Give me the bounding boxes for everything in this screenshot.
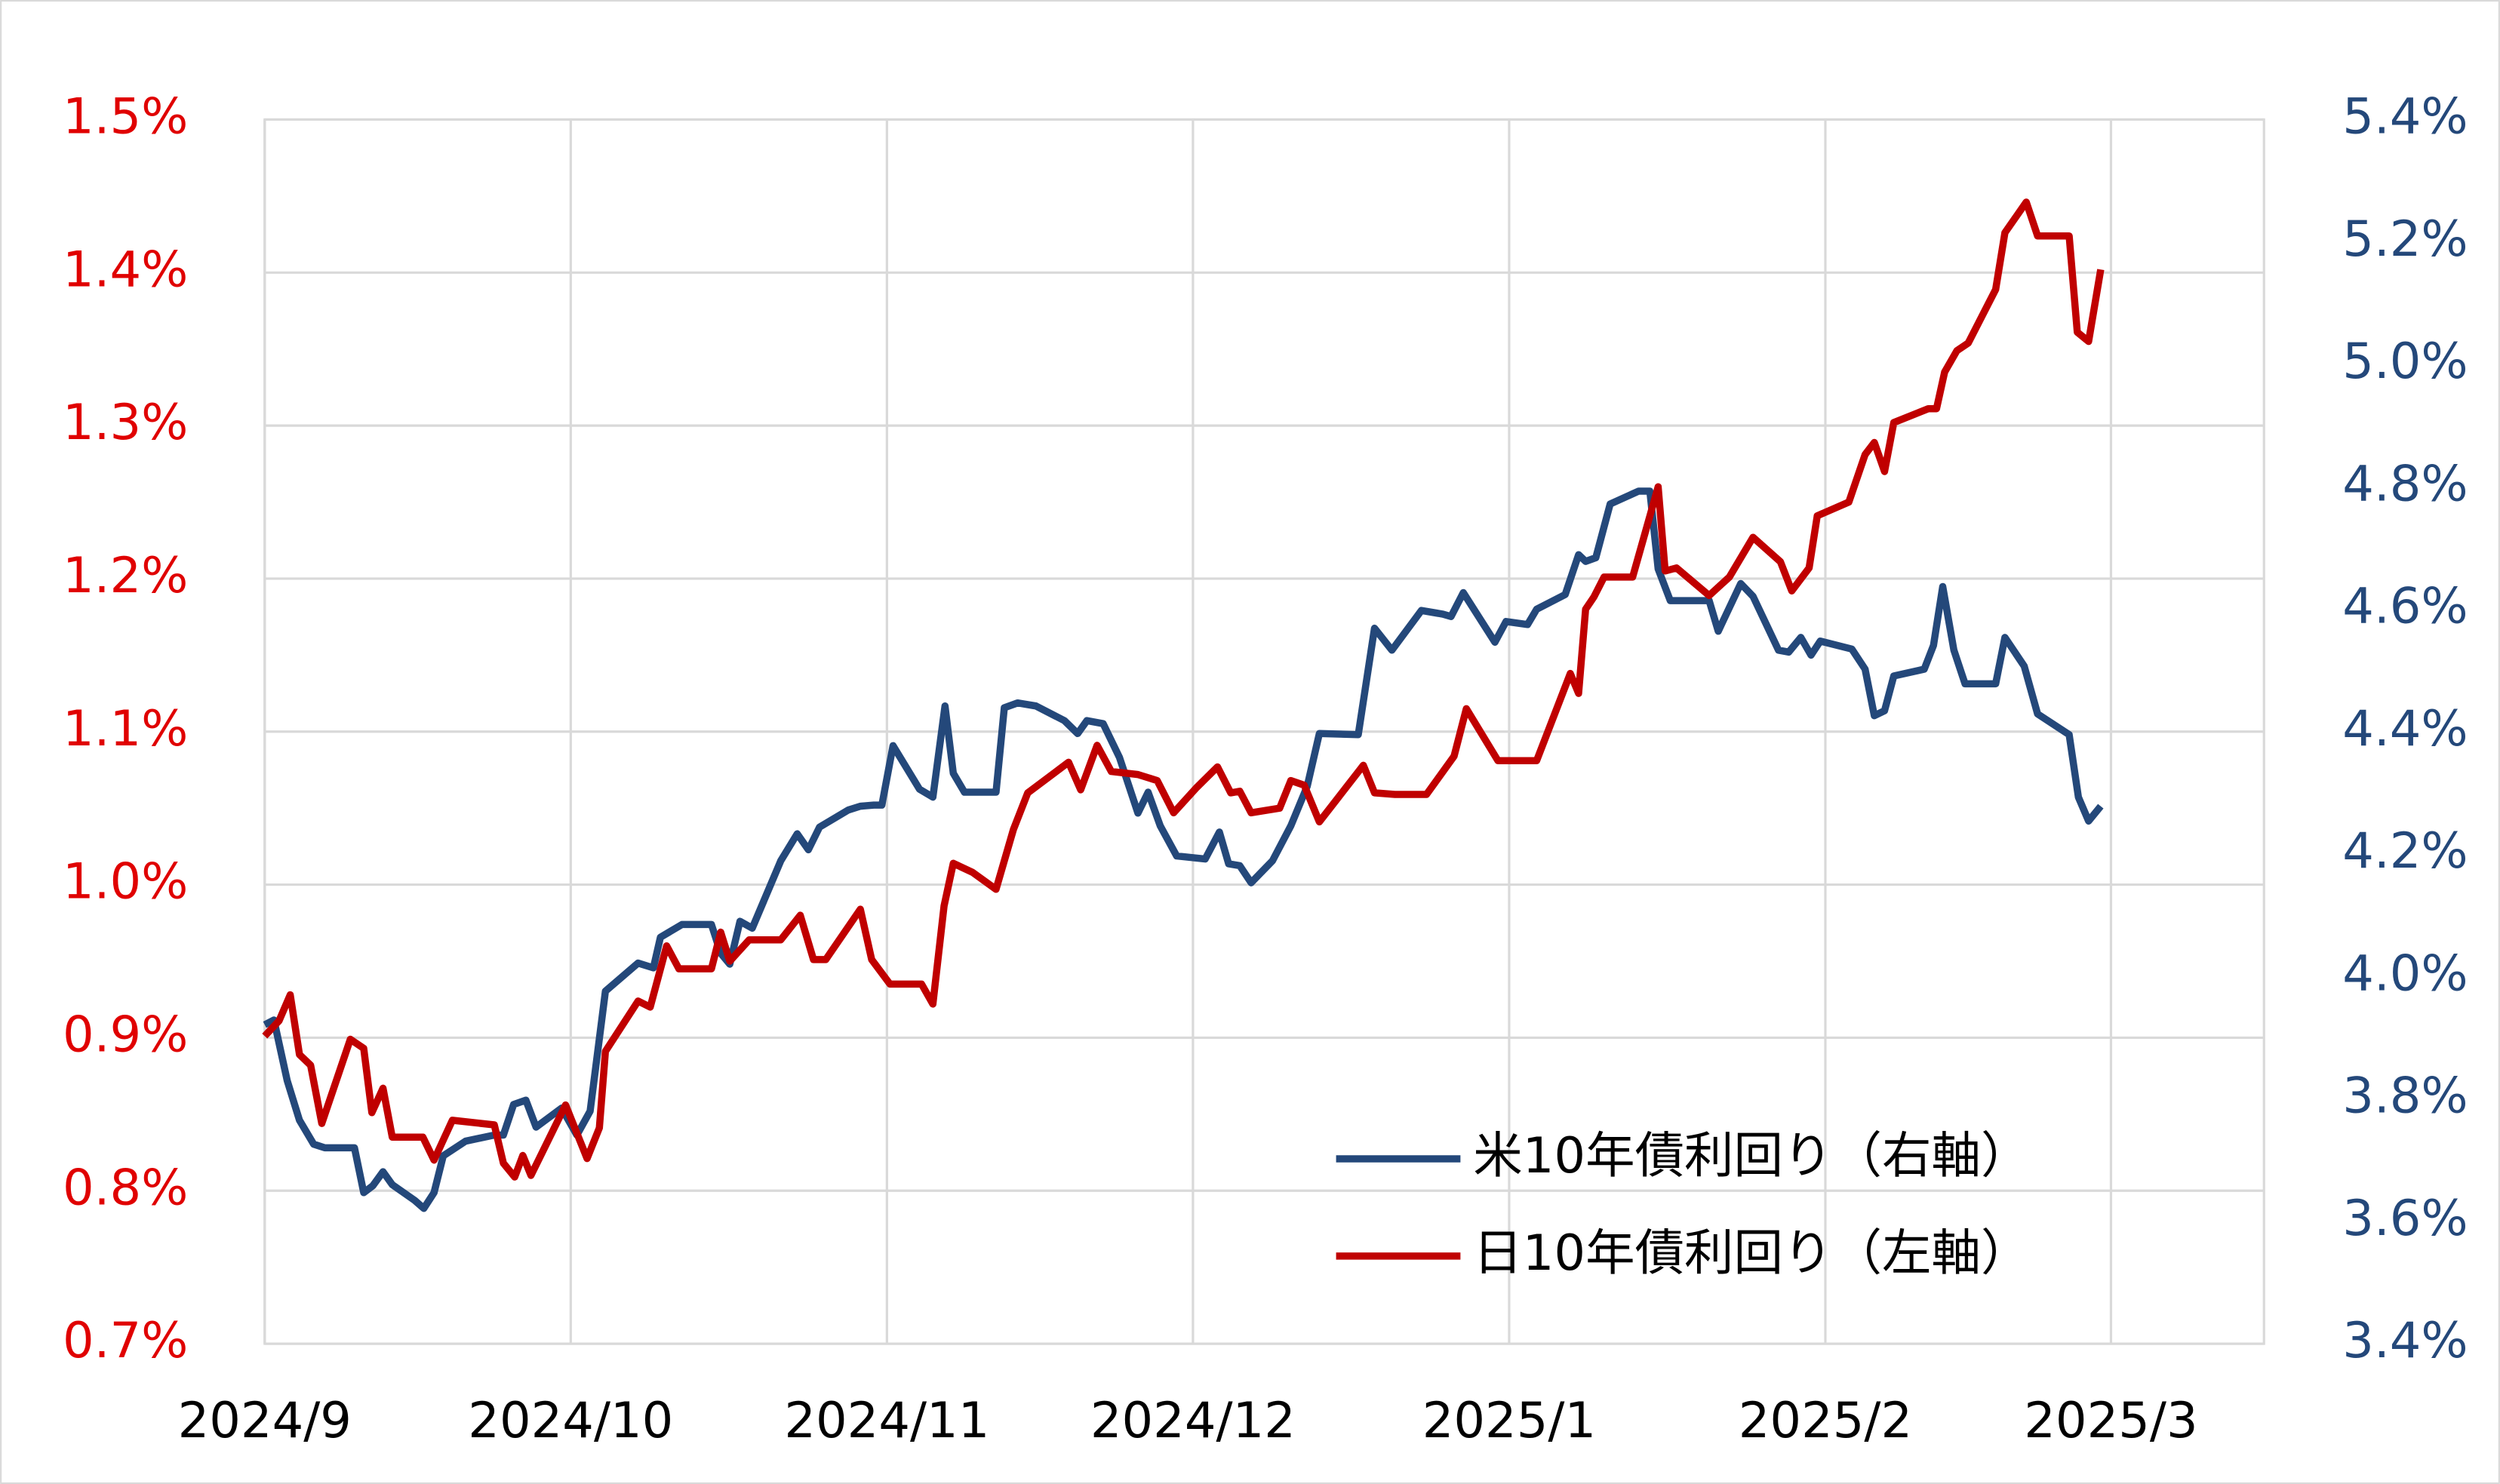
legend-label: 米10年債利回り（右軸） <box>1473 1127 2030 1184</box>
y-tick-label: 1.0% <box>63 853 188 911</box>
y-tick-label: 1.4% <box>63 241 188 298</box>
legend-label: 日10年債利回り（左軸） <box>1473 1224 2030 1282</box>
x-tick-label: 2024/12 <box>1090 1392 1296 1449</box>
x-tick-label: 2024/10 <box>468 1392 673 1449</box>
x-tick-label: 2025/2 <box>1739 1392 1912 1449</box>
y-tick-label: 0.9% <box>63 1006 188 1063</box>
y-tick-label: 1.2% <box>63 547 188 604</box>
x-tick-label: 2024/11 <box>784 1392 989 1449</box>
y-tick-label: 0.8% <box>63 1159 188 1216</box>
y2-tick-label: 3.8% <box>2342 1068 2468 1125</box>
x-tick-label: 2025/1 <box>1422 1392 1596 1449</box>
y2-tick-label: 4.6% <box>2342 578 2468 635</box>
y-tick-label: 0.7% <box>63 1312 188 1369</box>
x-tick-label: 2024/9 <box>178 1392 352 1449</box>
series-line <box>262 198 2105 1181</box>
y2-tick-label: 5.2% <box>2342 210 2468 268</box>
x-tick-label: 2025/3 <box>2024 1392 2197 1449</box>
y2-tick-label: 4.0% <box>2342 945 2468 1002</box>
y-tick-label: 1.1% <box>63 700 188 757</box>
y2-tick-label: 4.4% <box>2342 700 2468 757</box>
series-line <box>263 487 2104 1212</box>
y2-tick-label: 3.4% <box>2342 1312 2468 1369</box>
y-tick-label: 1.3% <box>63 394 188 451</box>
y2-tick-label: 4.8% <box>2342 455 2468 512</box>
y-tick-label: 1.5% <box>63 88 188 146</box>
y2-tick-label: 5.0% <box>2342 333 2468 390</box>
y2-tick-label: 5.4% <box>2342 88 2468 146</box>
y2-tick-label: 4.2% <box>2342 822 2468 880</box>
y2-tick-label: 3.6% <box>2342 1190 2468 1247</box>
